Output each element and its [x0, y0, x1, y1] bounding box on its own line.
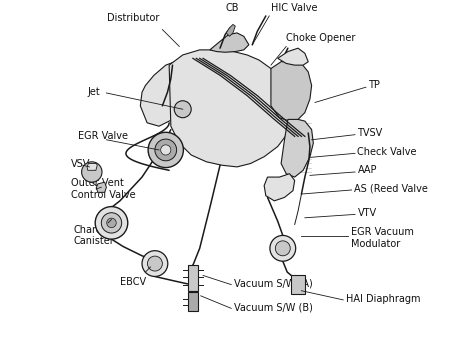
- Text: Choke Opener: Choke Opener: [286, 33, 356, 43]
- Polygon shape: [169, 50, 298, 167]
- Polygon shape: [281, 119, 313, 177]
- Circle shape: [101, 213, 122, 233]
- Circle shape: [107, 218, 116, 228]
- Polygon shape: [96, 182, 106, 192]
- Text: AS (Reed Valve: AS (Reed Valve: [354, 184, 428, 194]
- Polygon shape: [271, 58, 311, 121]
- Circle shape: [275, 241, 290, 256]
- Polygon shape: [226, 24, 235, 36]
- Polygon shape: [264, 174, 295, 201]
- Text: TP: TP: [368, 80, 380, 90]
- Polygon shape: [292, 276, 305, 294]
- Text: EBCV: EBCV: [120, 277, 146, 287]
- Text: Jet: Jet: [88, 87, 100, 97]
- Circle shape: [95, 207, 128, 239]
- Text: HIC Valve: HIC Valve: [271, 2, 318, 12]
- Text: TVSV: TVSV: [357, 128, 383, 138]
- Polygon shape: [140, 60, 193, 126]
- Circle shape: [161, 145, 171, 155]
- Text: VSV: VSV: [71, 159, 90, 169]
- Text: EGR Valve: EGR Valve: [78, 131, 128, 141]
- Text: Vacuum S/W (A): Vacuum S/W (A): [234, 279, 312, 289]
- Text: Check Valve: Check Valve: [357, 147, 417, 157]
- Text: EGR Vacuum
Modulator: EGR Vacuum Modulator: [351, 227, 413, 249]
- Circle shape: [270, 235, 296, 261]
- Text: HAI Diaphragm: HAI Diaphragm: [346, 294, 420, 304]
- Text: Distributor: Distributor: [107, 13, 160, 23]
- Text: Outer Vent
Control Valve: Outer Vent Control Valve: [71, 178, 136, 200]
- Polygon shape: [188, 265, 198, 291]
- Polygon shape: [210, 33, 249, 52]
- Text: CB: CB: [225, 2, 239, 12]
- Text: VTV: VTV: [357, 208, 376, 218]
- Text: Charcoal
Canister: Charcoal Canister: [73, 225, 116, 246]
- Polygon shape: [188, 292, 198, 311]
- Circle shape: [148, 132, 183, 168]
- Polygon shape: [87, 163, 97, 170]
- Text: AAP: AAP: [357, 165, 377, 175]
- Polygon shape: [278, 48, 308, 65]
- Circle shape: [82, 162, 102, 182]
- Circle shape: [174, 101, 191, 118]
- Circle shape: [147, 256, 163, 271]
- Circle shape: [155, 139, 177, 161]
- Circle shape: [142, 251, 168, 277]
- Text: Vacuum S/W (B): Vacuum S/W (B): [234, 303, 312, 313]
